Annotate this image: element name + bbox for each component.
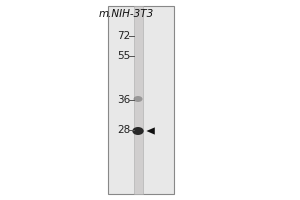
Bar <box>134 6 142 194</box>
Text: 72: 72 <box>117 31 130 41</box>
Text: m.NIH-3T3: m.NIH-3T3 <box>98 9 154 19</box>
Ellipse shape <box>134 96 142 102</box>
Text: 28: 28 <box>117 125 130 135</box>
Ellipse shape <box>132 127 144 135</box>
Bar <box>108 6 174 194</box>
Text: 36: 36 <box>117 95 130 105</box>
Polygon shape <box>146 127 155 135</box>
Text: 55: 55 <box>117 51 130 61</box>
